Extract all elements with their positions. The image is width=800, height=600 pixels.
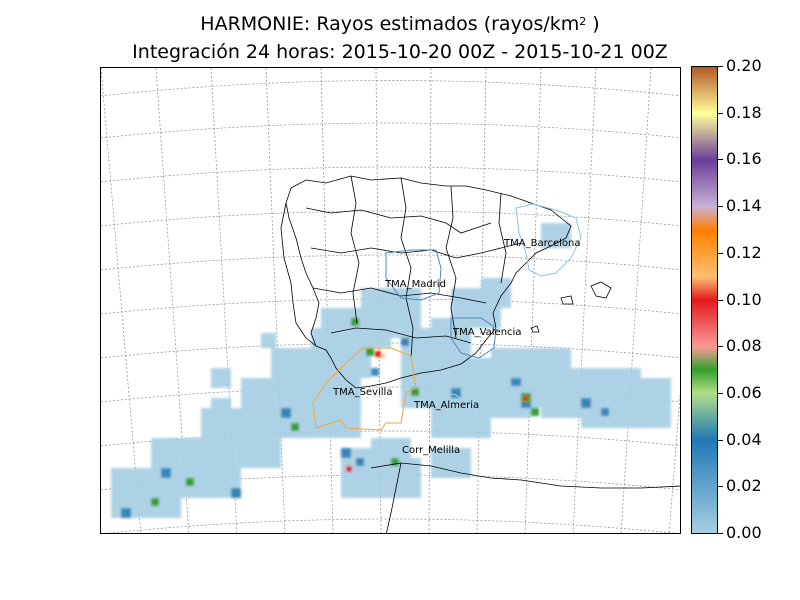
colorbar-tick-mark (718, 252, 723, 254)
colorbar-tick-label: 0.06 (726, 382, 762, 402)
colorbar-tick-mark (718, 439, 723, 441)
label-tma-sevilla: TMA_Sevilla (332, 387, 392, 398)
colorbar-tick-label: 0.04 (726, 429, 762, 449)
colorbar-tick-label: 0.10 (726, 289, 762, 309)
label-tma-madrid: TMA_Madrid (384, 279, 446, 290)
map-canvas: TMA_Barcelona TMA_Madrid TMA_Valencia TM… (101, 68, 680, 533)
tma-barcelona-outline (515, 203, 582, 277)
colorbar (691, 66, 718, 534)
title-line1-suffix: ) (586, 13, 600, 35)
colorbar-tick-label: 0.00 (726, 523, 762, 542)
colorbar-tick-mark (718, 299, 723, 301)
map-subtitle: Integración 24 horas: 2015-10-20 00Z - 2… (132, 41, 668, 63)
title-superscript: 2 (579, 15, 587, 28)
tma-valencia-outline (450, 317, 497, 359)
title-line1-prefix: HARMONIE: Rayos estimados (rayos/km (200, 13, 580, 35)
colorbar-tick-label: 0.16 (726, 149, 762, 169)
colorbar-tick-label: 0.20 (726, 56, 762, 75)
colorbar-tick-mark (718, 206, 723, 208)
map-panel: TMA_Barcelona TMA_Madrid TMA_Valencia TM… (100, 67, 681, 534)
colorbar-tick-mark (718, 159, 723, 161)
tma-sevilla-outline (312, 347, 417, 431)
lightning-field (111, 223, 671, 518)
colorbar-tick-mark (718, 112, 723, 114)
map-title: HARMONIE: Rayos estimados (rayos/km2 ) (0, 13, 800, 35)
region-labels: TMA_Barcelona TMA_Madrid TMA_Valencia TM… (332, 238, 580, 456)
label-tma-barcelona: TMA_Barcelona (503, 238, 580, 249)
colorbar-tick-mark (718, 533, 723, 534)
tma-madrid-outline (385, 249, 442, 301)
colorbar-tick-label: 0.18 (726, 102, 762, 122)
label-tma-valencia: TMA_Valencia (452, 327, 521, 338)
colorbar-tick-label: 0.12 (726, 242, 762, 262)
colorbar-tick-label: 0.14 (726, 196, 762, 216)
coastline (280, 175, 680, 533)
colorbar-tick-mark (718, 346, 723, 348)
colorbar-tick-mark (718, 392, 723, 394)
colorbar-tick-mark (718, 486, 723, 488)
tma-outlines (312, 203, 582, 431)
colorbar-tick-label: 0.08 (726, 336, 762, 356)
colorbar-tick-mark (718, 66, 723, 67)
tma-almeria-outline (438, 393, 464, 419)
label-tma-almeria: TMA_Almeria (413, 400, 479, 411)
label-corr-melilla: Corr_Melilla (402, 445, 460, 456)
colorbar-tick-label: 0.02 (726, 476, 762, 496)
